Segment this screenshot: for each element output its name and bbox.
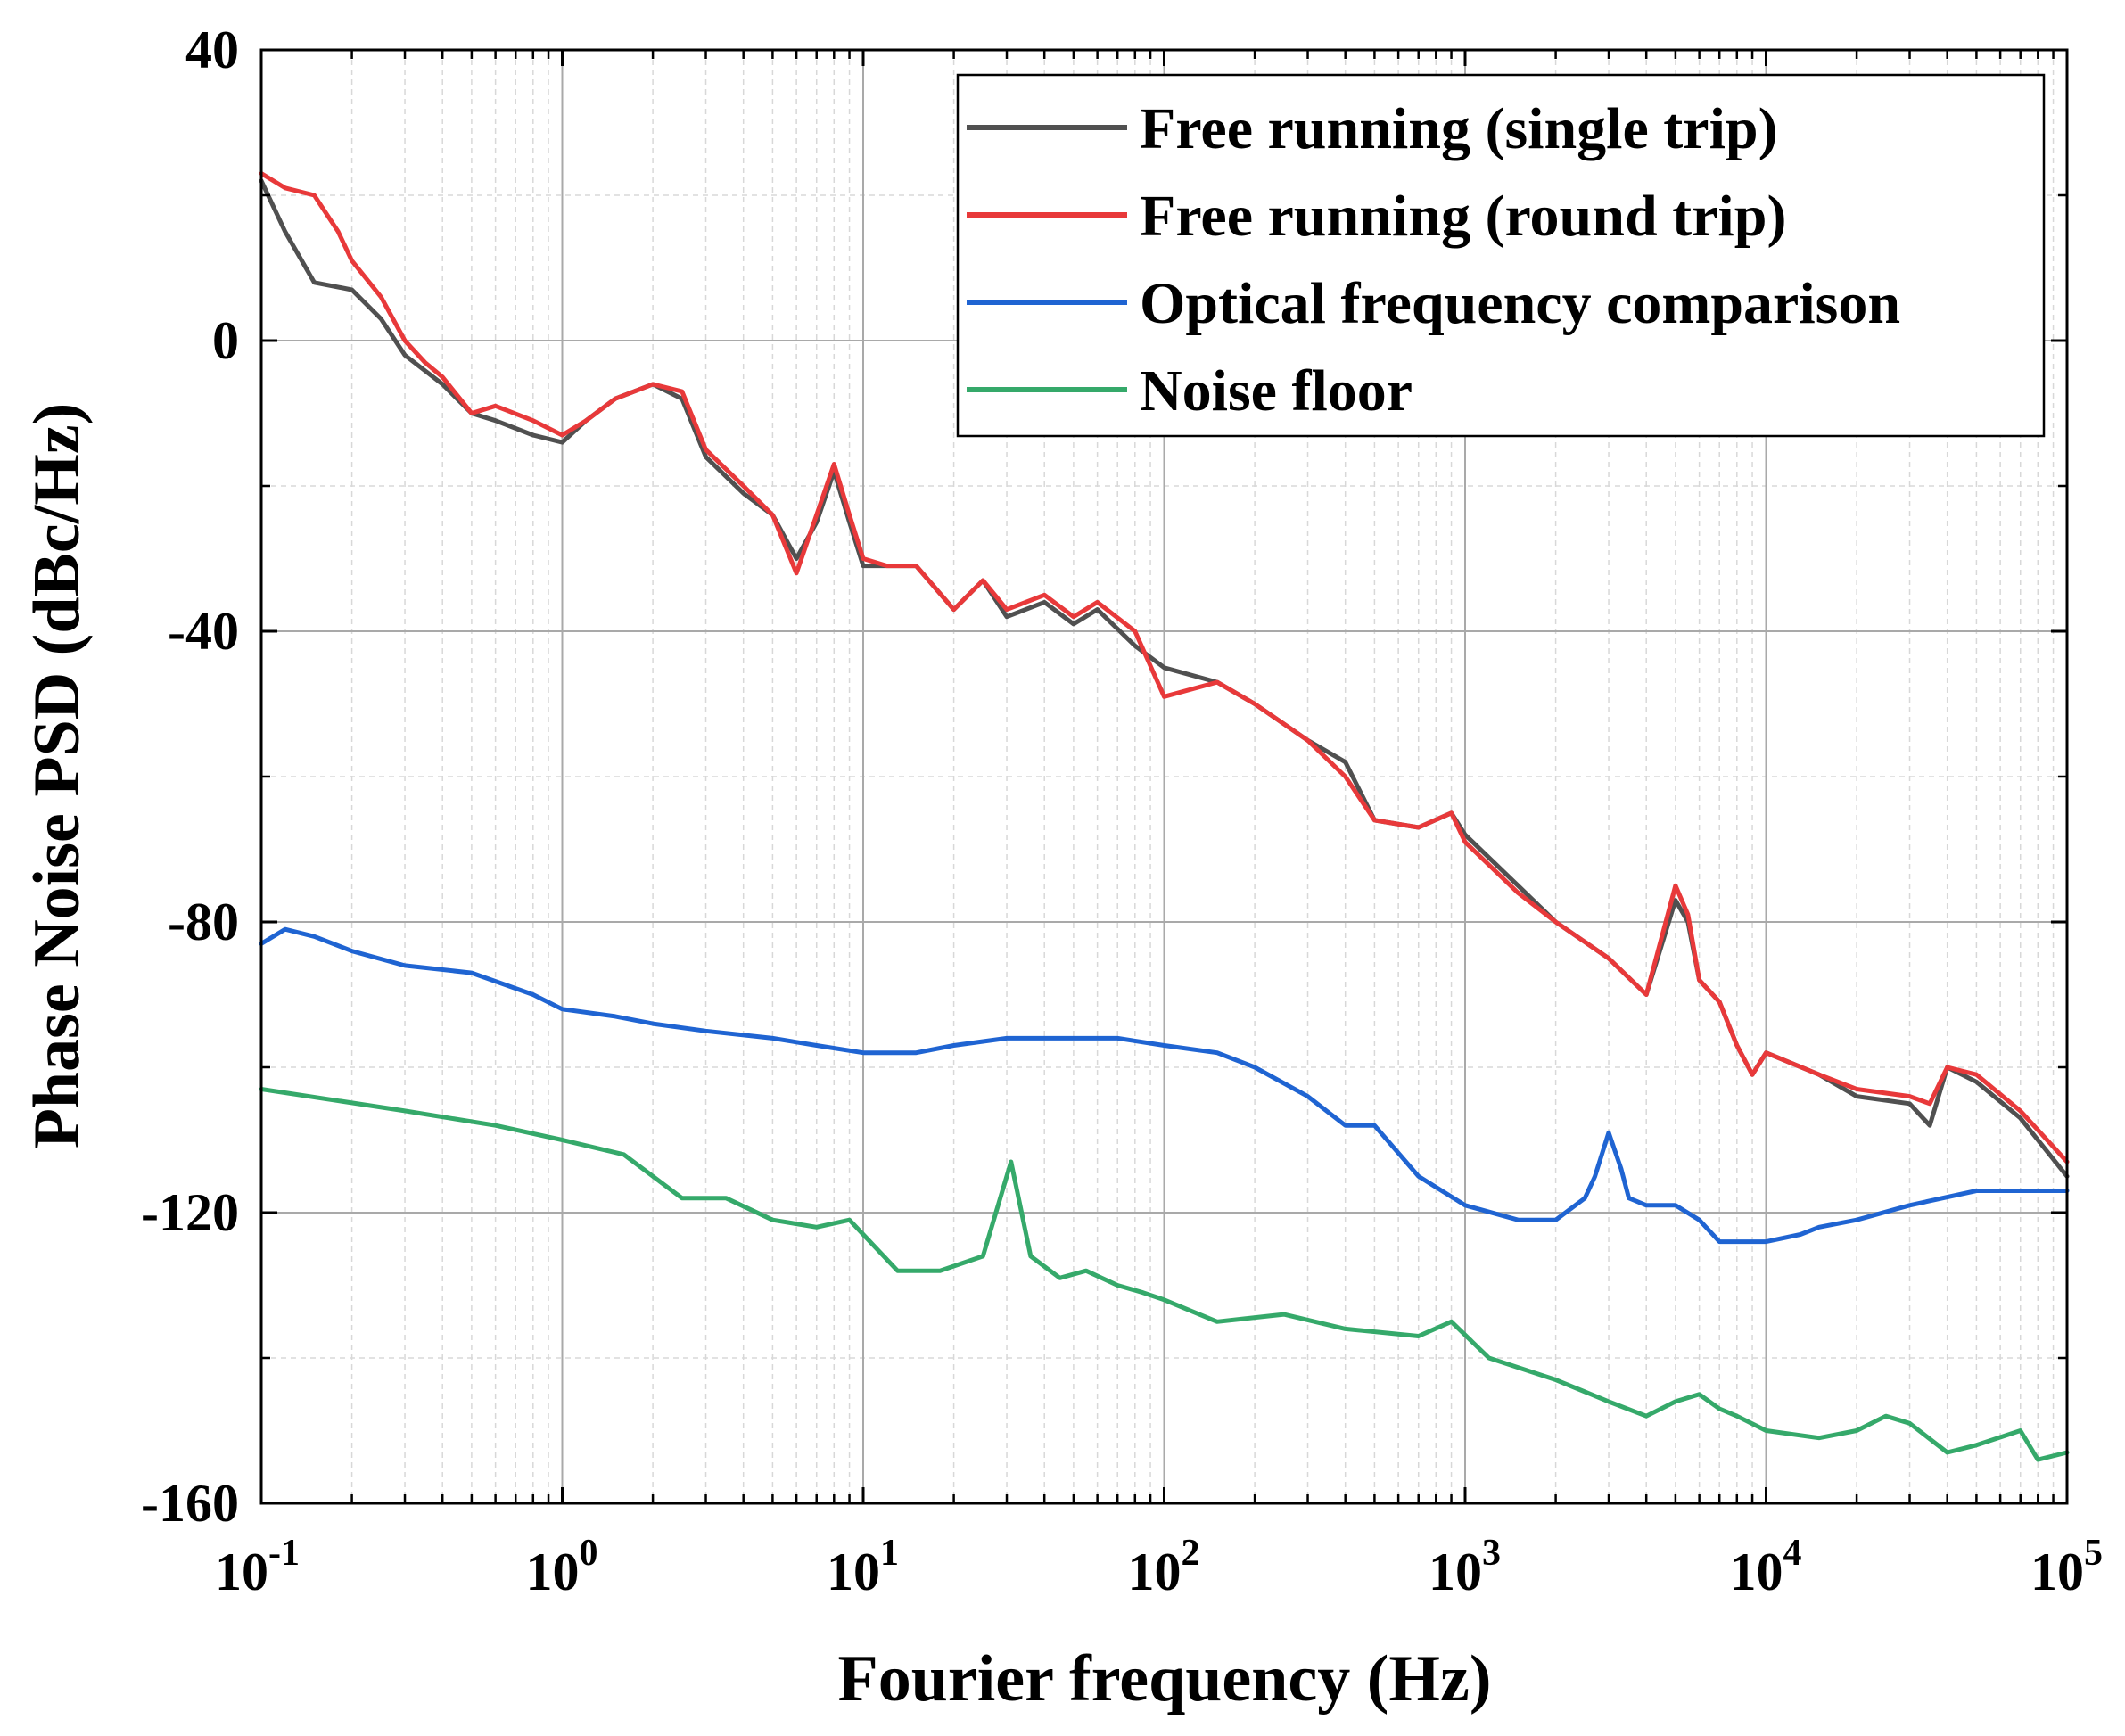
legend-box (956, 73, 2046, 438)
x-tick-label: 10 4 (1730, 1533, 1802, 1601)
legend: Free running (single trip) Free running (… (956, 73, 2046, 438)
x-tick-base: 10 (1429, 1543, 1482, 1601)
series-layer (259, 171, 2070, 1462)
y-axis-title: Phase Noise PSD (dBc/Hz) (21, 403, 94, 1149)
y-tick-labels: 40 0 -40 -80 -120 -160 (141, 21, 239, 1533)
x-tick-label: 10 2 (1128, 1533, 1200, 1601)
x-tick-base: 10 (2030, 1543, 2084, 1601)
axis-ticks (259, 48, 2069, 1505)
x-tick-exponent: 0 (580, 1533, 598, 1574)
x-tick-exponent: 4 (1783, 1533, 1802, 1574)
y-tick-label: 40 (185, 21, 239, 79)
x-tick-labels: 10 -1 10 0 10 1 10 2 10 3 10 4 10 5 (215, 1533, 2103, 1601)
x-tick-exponent: 1 (880, 1533, 899, 1574)
x-tick-base: 10 (215, 1543, 268, 1601)
x-tick-label: 10 5 (2030, 1533, 2103, 1601)
series-line-4 (259, 1087, 2070, 1462)
legend-label: Optical frequency comparison (1140, 271, 1900, 336)
legend-label: Noise floor (1140, 358, 1413, 424)
x-tick-base: 10 (526, 1543, 580, 1601)
x-tick-exponent: 5 (2084, 1533, 2103, 1574)
y-tick-label: -160 (141, 1474, 239, 1533)
x-tick-label: 10 3 (1429, 1533, 1501, 1601)
y-tick-label: 0 (212, 311, 239, 370)
x-tick-base: 10 (1730, 1543, 1783, 1601)
series-line-3 (259, 926, 2070, 1245)
y-tick-label: -120 (141, 1183, 239, 1242)
x-tick-exponent: -1 (268, 1533, 300, 1574)
x-tick-label: 10 1 (827, 1533, 899, 1601)
x-tick-label: 10 -1 (215, 1533, 300, 1601)
legend-label: Free running (round trip) (1140, 184, 1786, 249)
x-tick-base: 10 (1128, 1543, 1182, 1601)
y-tick-label: -80 (168, 893, 239, 951)
x-tick-label: 10 0 (526, 1533, 598, 1601)
x-tick-exponent: 3 (1482, 1533, 1501, 1574)
x-tick-base: 10 (827, 1543, 880, 1601)
y-tick-label: -40 (168, 602, 239, 661)
x-tick-exponent: 2 (1182, 1533, 1200, 1574)
series-line-2 (259, 171, 2070, 1164)
legend-label: Free running (single trip) (1140, 96, 1778, 161)
x-axis-title: Fourier frequency (Hz) (838, 1642, 1492, 1715)
